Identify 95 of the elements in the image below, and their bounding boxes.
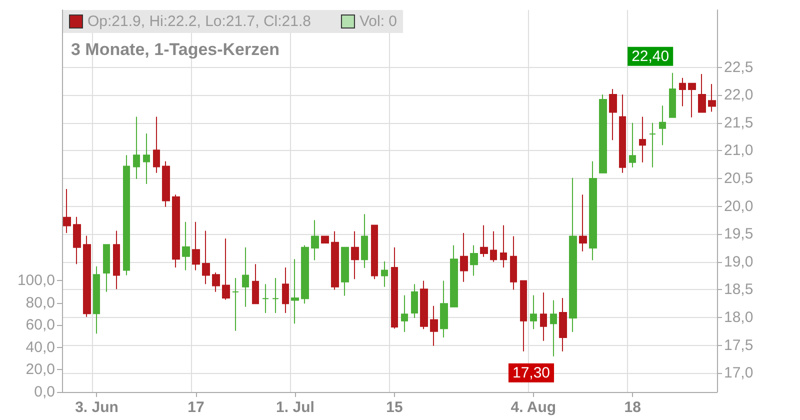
candlestick <box>649 122 656 168</box>
candlestick <box>440 280 448 338</box>
y-tick-label: 18,5 <box>724 281 754 298</box>
candlestick <box>291 258 299 324</box>
y2-tick-label: 20,0 <box>26 361 55 378</box>
candlestick <box>63 188 71 234</box>
x-tick-label: 1. Jul <box>276 399 314 416</box>
candlestick <box>93 266 100 334</box>
y-tick-label: 21,0 <box>724 142 754 160</box>
candlestick <box>391 246 398 330</box>
x-tick-label: 4. Aug <box>510 399 556 416</box>
candlestick <box>341 246 349 296</box>
x-tick-label: 18 <box>624 399 641 416</box>
candlestick <box>172 194 180 268</box>
y2-tick-label: 80,0 <box>26 294 55 312</box>
candlestick <box>351 230 359 280</box>
candlestick <box>311 220 319 261</box>
candlestick <box>450 244 458 308</box>
x-tick-label: 15 <box>386 399 403 416</box>
candlestick <box>123 154 130 276</box>
y-tick-label: 22,0 <box>724 86 754 104</box>
legend-label: Op:21.9, Hi:22.2, Lo:21.7, Cl:21.8 <box>88 13 311 30</box>
candlestick <box>559 298 567 352</box>
candlestick <box>619 94 626 174</box>
y-tick-label: 21,5 <box>724 114 754 132</box>
candlestick <box>282 266 289 314</box>
candlestick <box>698 73 706 113</box>
candlestick <box>639 116 646 163</box>
candlestick <box>222 238 230 300</box>
y2-tick-label: 60,0 <box>26 316 55 334</box>
candlestick <box>381 260 388 288</box>
text: 3 Monate, 1-Tages-Kerzen <box>71 40 280 59</box>
y-tick-label: 17,5 <box>724 336 754 354</box>
candlestick <box>232 278 239 332</box>
y-tick-label: 18,0 <box>724 308 754 326</box>
y2-tick-label: 0,0 <box>34 384 55 400</box>
annotation: 22,40 <box>632 48 670 65</box>
candlestick <box>669 72 676 118</box>
y-tick-label: 19,5 <box>724 226 754 243</box>
y-tick-label: 19,0 <box>724 253 754 270</box>
candlestick <box>361 214 368 269</box>
candlestick <box>321 236 329 244</box>
candlestick <box>470 244 478 276</box>
x-tick-label: 3. Jun <box>75 399 118 416</box>
candlestick <box>262 284 269 314</box>
candlestick <box>202 230 210 285</box>
candlestick <box>331 230 339 290</box>
candlestick <box>133 116 140 180</box>
legend-label: Vol: 0 <box>359 13 398 30</box>
y-tick-label: 22,5 <box>724 58 754 76</box>
candlestick <box>510 236 517 290</box>
candlestick <box>490 230 497 262</box>
candlestick <box>500 224 507 268</box>
candlestick <box>530 294 537 330</box>
candlestick <box>182 221 190 271</box>
y-tick-label: 20,5 <box>724 170 754 187</box>
candlestick <box>599 94 607 174</box>
candlestick <box>579 194 587 252</box>
candlestick <box>73 216 81 265</box>
candlestick <box>252 264 259 304</box>
candlestick <box>688 82 696 118</box>
candlestick <box>162 160 170 208</box>
candlestick <box>520 280 527 352</box>
candlestick <box>589 160 597 261</box>
candlestick <box>411 284 418 319</box>
annotation: 17,30 <box>512 364 550 382</box>
candlestick <box>103 244 110 292</box>
x-tick-label: 17 <box>188 399 204 416</box>
candlestick <box>659 105 666 146</box>
candlestick <box>540 292 547 342</box>
candlestick <box>83 235 91 318</box>
candlestick <box>113 230 120 290</box>
candlestick <box>371 224 378 280</box>
y-tick-label: 17,0 <box>724 364 754 382</box>
candlestick <box>192 221 200 271</box>
candlestick <box>143 132 150 185</box>
candlestick <box>609 88 617 141</box>
candlestick <box>212 272 220 292</box>
candlestick <box>569 177 577 332</box>
candlestick <box>629 122 636 168</box>
candlestick <box>460 232 468 282</box>
candlestick <box>153 116 160 174</box>
candlestick <box>679 77 686 107</box>
y2-tick-label: 100,0 <box>17 272 55 290</box>
candlestick <box>420 280 428 330</box>
candlestick <box>301 244 309 304</box>
candlestick <box>430 305 438 346</box>
candlestick <box>242 246 249 308</box>
candlestick <box>480 224 488 258</box>
candlestick <box>272 278 279 314</box>
candlestick <box>401 294 408 332</box>
candlestick <box>708 83 716 112</box>
y-tick-label: 20,0 <box>724 198 754 215</box>
candlestick <box>550 300 557 357</box>
y2-tick-label: 40,0 <box>26 338 55 356</box>
